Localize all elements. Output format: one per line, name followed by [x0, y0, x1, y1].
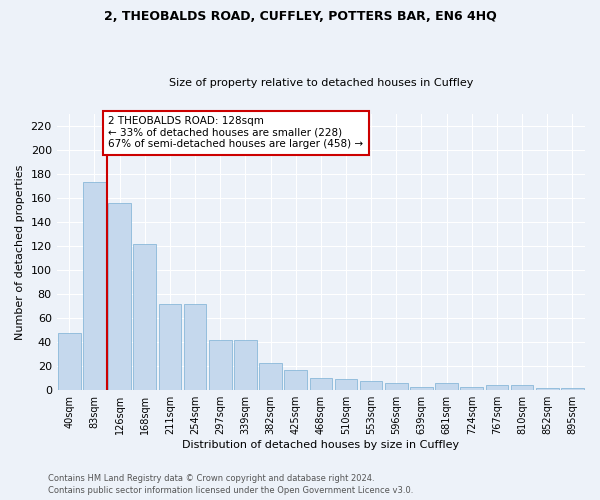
Bar — [83, 182, 106, 390]
Bar — [511, 386, 533, 390]
Text: 2 THEOBALDS ROAD: 128sqm
← 33% of detached houses are smaller (228)
67% of semi-: 2 THEOBALDS ROAD: 128sqm ← 33% of detach… — [108, 116, 364, 150]
Bar — [536, 388, 559, 390]
Text: 2, THEOBALDS ROAD, CUFFLEY, POTTERS BAR, EN6 4HQ: 2, THEOBALDS ROAD, CUFFLEY, POTTERS BAR,… — [104, 10, 496, 23]
Bar — [58, 332, 80, 390]
Bar — [209, 340, 232, 390]
Text: Contains HM Land Registry data © Crown copyright and database right 2024.
Contai: Contains HM Land Registry data © Crown c… — [48, 474, 413, 495]
Bar — [184, 304, 206, 390]
Bar — [410, 386, 433, 390]
Bar — [310, 378, 332, 390]
Bar — [234, 340, 257, 390]
Bar — [259, 362, 282, 390]
Bar — [108, 202, 131, 390]
Bar — [561, 388, 584, 390]
Title: Size of property relative to detached houses in Cuffley: Size of property relative to detached ho… — [169, 78, 473, 88]
Bar — [284, 370, 307, 390]
Bar — [133, 244, 156, 390]
Bar — [485, 386, 508, 390]
Bar — [436, 383, 458, 390]
Bar — [385, 383, 407, 390]
Bar — [335, 380, 358, 390]
Y-axis label: Number of detached properties: Number of detached properties — [15, 164, 25, 340]
Bar — [158, 304, 181, 390]
Bar — [460, 386, 483, 390]
X-axis label: Distribution of detached houses by size in Cuffley: Distribution of detached houses by size … — [182, 440, 460, 450]
Bar — [360, 380, 382, 390]
